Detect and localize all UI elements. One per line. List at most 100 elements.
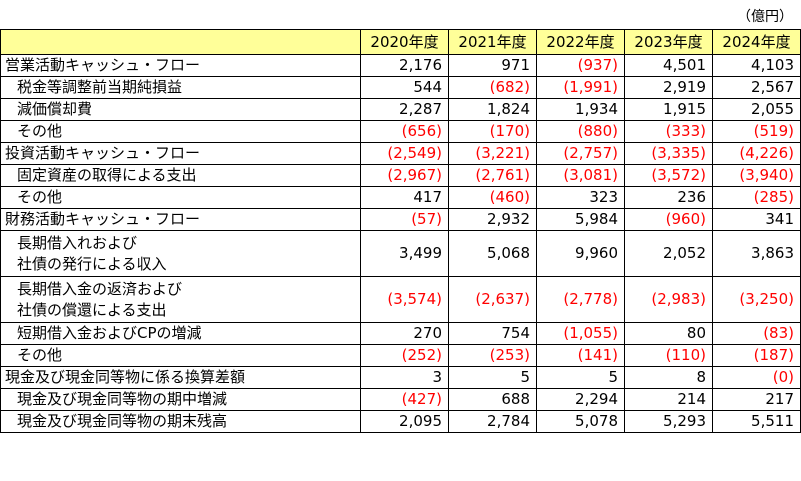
value-cell: 4,103 (712, 54, 801, 77)
column-header: 2022年度 (536, 29, 625, 55)
value-cell: 2,294 (536, 388, 625, 411)
value-cell: 2,919 (624, 76, 713, 99)
row-label: その他 (0, 120, 361, 143)
value-cell: 1,824 (448, 98, 537, 121)
value-cell: 1,915 (624, 98, 713, 121)
table-row: 現金及び現金同等物に係る換算差額 3 5 5 8 (0) (0, 366, 801, 389)
row-label: 税金等調整前当期純損益 (0, 76, 361, 99)
value-cell: 5,068 (448, 230, 537, 277)
value-cell: (3,572) (624, 164, 713, 187)
table-row: 長期借入金の返済および 社債の償還による支出 (3,574) (2,637) (2,77… (0, 276, 801, 323)
column-header: 2021年度 (448, 29, 537, 55)
row-label: 営業活動キャッシュ・フロー (0, 54, 361, 77)
value-cell: 4,501 (624, 54, 713, 77)
value-cell: 3,499 (360, 230, 449, 277)
value-cell: 3,863 (712, 230, 801, 277)
value-cell: 236 (624, 186, 713, 209)
value-cell: 2,287 (360, 98, 449, 121)
value-cell: 5,984 (536, 208, 625, 231)
value-cell: 971 (448, 54, 537, 77)
table-row: 減価償却費 2,287 1,824 1,934 1,915 2,055 (0, 98, 801, 121)
row-label: 短期借入金およびCPの増減 (0, 322, 361, 345)
value-cell: 2,052 (624, 230, 713, 277)
value-cell: 341 (712, 208, 801, 231)
table-row: その他 (656) (170) (880) (333) (519) (0, 120, 801, 143)
column-header: 2024年度 (712, 29, 801, 55)
value-cell: (252) (360, 344, 449, 367)
table-row: 税金等調整前当期純損益 544 (682) (1,991) 2,919 2,567 (0, 76, 801, 99)
value-cell: (880) (536, 120, 625, 143)
column-header: 2020年度 (360, 29, 449, 55)
value-cell: (1,991) (536, 76, 625, 99)
unit-label: （億円） (737, 9, 793, 25)
table-row: 営業活動キャッシュ・フロー 2,176 971 (937) 4,501 4,103 (0, 54, 801, 77)
value-cell: 323 (536, 186, 625, 209)
value-cell: 3 (360, 366, 449, 389)
value-cell: 9,960 (536, 230, 625, 277)
table-row: 現金及び現金同等物の期末残高 2,095 2,784 5,078 5,293 5,511 (0, 410, 801, 433)
value-cell: 2,095 (360, 410, 449, 433)
value-cell: (253) (448, 344, 537, 367)
value-cell: 5 (448, 366, 537, 389)
value-cell: (2,757) (536, 142, 625, 165)
value-cell: 2,055 (712, 98, 801, 121)
value-cell: 270 (360, 322, 449, 345)
table-row: その他 (252) (253) (141) (110) (187) (0, 344, 801, 367)
value-cell: (960) (624, 208, 713, 231)
value-cell: 2,176 (360, 54, 449, 77)
value-cell: 80 (624, 322, 713, 345)
table-row: 固定資産の取得による支出 (2,967) (2,761) (3,081) (3,572)… (0, 164, 801, 187)
table-row: 長期借入れおよび 社債の発行による収入 3,499 5,068 9,960 2,052 3,… (0, 230, 801, 277)
table-header-row: 2020年度 2021年度 2022年度 2023年度 2024年度 (0, 29, 801, 55)
value-cell: (3,940) (712, 164, 801, 187)
value-cell: (519) (712, 120, 801, 143)
value-cell: 5 (536, 366, 625, 389)
value-cell: 754 (448, 322, 537, 345)
value-cell: (460) (448, 186, 537, 209)
value-cell: (57) (360, 208, 449, 231)
value-cell: 2,932 (448, 208, 537, 231)
row-label: 財務活動キャッシュ・フロー (0, 208, 361, 231)
value-cell: (187) (712, 344, 801, 367)
row-label: 減価償却費 (0, 98, 361, 121)
value-cell: (141) (536, 344, 625, 367)
value-cell: 5,078 (536, 410, 625, 433)
value-cell: (3,221) (448, 142, 537, 165)
table-row: 現金及び現金同等物の期中増減 (427) 688 2,294 214 217 (0, 388, 801, 411)
row-label: 固定資産の取得による支出 (0, 164, 361, 187)
value-cell: (2,549) (360, 142, 449, 165)
row-label: 投資活動キャッシュ・フロー (0, 142, 361, 165)
row-label: 現金及び現金同等物に係る換算差額 (0, 366, 361, 389)
value-cell: (0) (712, 366, 801, 389)
value-cell: (656) (360, 120, 449, 143)
value-cell: (4,226) (712, 142, 801, 165)
value-cell: 214 (624, 388, 713, 411)
value-cell: (1,055) (536, 322, 625, 345)
value-cell: (333) (624, 120, 713, 143)
value-cell: 5,293 (624, 410, 713, 433)
row-label: 長期借入れおよび 社債の発行による収入 (0, 230, 361, 277)
value-cell: 544 (360, 76, 449, 99)
value-cell: (3,250) (712, 276, 801, 323)
value-cell: 2,784 (448, 410, 537, 433)
value-cell: (2,778) (536, 276, 625, 323)
value-cell: 1,934 (536, 98, 625, 121)
value-cell: (682) (448, 76, 537, 99)
value-cell: (170) (448, 120, 537, 143)
row-label: その他 (0, 186, 361, 209)
row-label: 現金及び現金同等物の期中増減 (0, 388, 361, 411)
cash-flow-table: 2020年度 2021年度 2022年度 2023年度 2024年度 営業活動キ… (0, 29, 801, 433)
value-cell: (83) (712, 322, 801, 345)
value-cell: (3,335) (624, 142, 713, 165)
value-cell: (3,081) (536, 164, 625, 187)
value-cell: 217 (712, 388, 801, 411)
column-header: 2023年度 (624, 29, 713, 55)
value-cell: 417 (360, 186, 449, 209)
value-cell: (2,637) (448, 276, 537, 323)
value-cell: (427) (360, 388, 449, 411)
value-cell: (937) (536, 54, 625, 77)
value-cell: (3,574) (360, 276, 449, 323)
value-cell: 5,511 (712, 410, 801, 433)
value-cell: (2,967) (360, 164, 449, 187)
value-cell: (285) (712, 186, 801, 209)
